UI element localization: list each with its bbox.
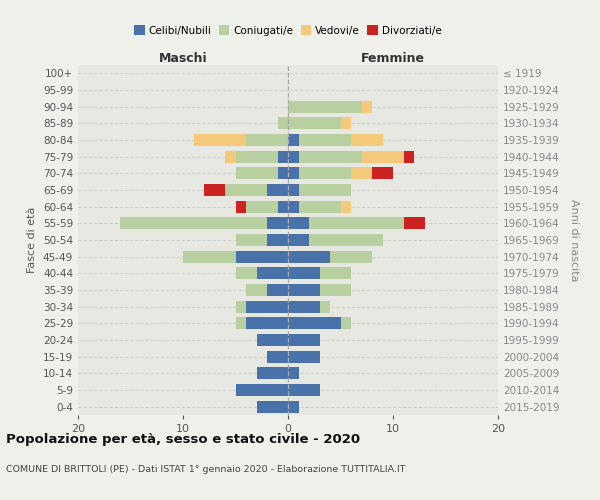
Bar — [246, 200, 277, 212]
Bar — [341, 200, 351, 212]
Bar — [267, 234, 288, 246]
Bar — [193, 134, 246, 146]
Bar — [330, 250, 372, 262]
Bar — [341, 118, 351, 130]
Bar — [235, 200, 246, 212]
Y-axis label: Anni di nascita: Anni di nascita — [569, 198, 579, 281]
Text: Popolazione per età, sesso e stato civile - 2020: Popolazione per età, sesso e stato civil… — [6, 432, 360, 446]
Bar — [288, 284, 320, 296]
Bar — [341, 318, 351, 330]
Bar — [351, 168, 372, 179]
Bar — [288, 150, 299, 162]
Bar — [309, 218, 404, 230]
Bar — [299, 168, 351, 179]
Bar — [288, 318, 341, 330]
Bar — [277, 118, 288, 130]
Text: COMUNE DI BRITTOLI (PE) - Dati ISTAT 1° gennaio 2020 - Elaborazione TUTTITALIA.I: COMUNE DI BRITTOLI (PE) - Dati ISTAT 1° … — [6, 466, 406, 474]
Bar — [288, 300, 320, 312]
Bar — [277, 168, 288, 179]
Bar — [288, 334, 320, 346]
Bar — [267, 184, 288, 196]
Bar — [235, 300, 246, 312]
Y-axis label: Fasce di età: Fasce di età — [28, 207, 37, 273]
Bar — [361, 100, 372, 112]
Text: Femmine: Femmine — [361, 52, 425, 65]
Bar — [235, 150, 277, 162]
Bar — [288, 218, 309, 230]
Bar — [288, 368, 299, 380]
Bar — [320, 300, 330, 312]
Bar — [288, 350, 320, 362]
Bar — [235, 168, 277, 179]
Bar — [257, 368, 288, 380]
Bar — [267, 350, 288, 362]
Bar — [288, 168, 299, 179]
Bar — [235, 384, 288, 396]
Bar — [404, 150, 414, 162]
Bar — [288, 384, 320, 396]
Bar — [257, 268, 288, 280]
Legend: Celibi/Nubili, Coniugati/e, Vedovi/e, Divorziati/e: Celibi/Nubili, Coniugati/e, Vedovi/e, Di… — [130, 21, 446, 40]
Bar — [288, 268, 320, 280]
Bar — [288, 134, 299, 146]
Text: Maschi: Maschi — [158, 52, 208, 65]
Bar — [120, 218, 267, 230]
Bar — [288, 200, 299, 212]
Bar — [288, 184, 299, 196]
Bar — [299, 150, 361, 162]
Bar — [288, 250, 330, 262]
Bar — [235, 234, 267, 246]
Bar — [204, 184, 225, 196]
Bar — [351, 134, 383, 146]
Bar — [267, 284, 288, 296]
Bar — [361, 150, 404, 162]
Bar — [277, 200, 288, 212]
Bar — [288, 400, 299, 412]
Bar — [235, 268, 257, 280]
Bar — [257, 334, 288, 346]
Bar — [299, 134, 351, 146]
Bar — [404, 218, 425, 230]
Bar — [246, 300, 288, 312]
Bar — [246, 318, 288, 330]
Bar — [267, 218, 288, 230]
Bar — [372, 168, 393, 179]
Bar — [257, 400, 288, 412]
Bar — [320, 284, 351, 296]
Bar — [320, 268, 351, 280]
Bar — [225, 184, 267, 196]
Bar — [183, 250, 235, 262]
Bar — [309, 234, 383, 246]
Bar — [235, 250, 288, 262]
Bar — [299, 200, 341, 212]
Bar — [299, 184, 351, 196]
Bar — [277, 150, 288, 162]
Bar — [225, 150, 235, 162]
Bar — [288, 118, 341, 130]
Bar — [288, 100, 361, 112]
Bar — [235, 318, 246, 330]
Bar — [246, 134, 288, 146]
Bar — [246, 284, 267, 296]
Bar — [288, 234, 309, 246]
